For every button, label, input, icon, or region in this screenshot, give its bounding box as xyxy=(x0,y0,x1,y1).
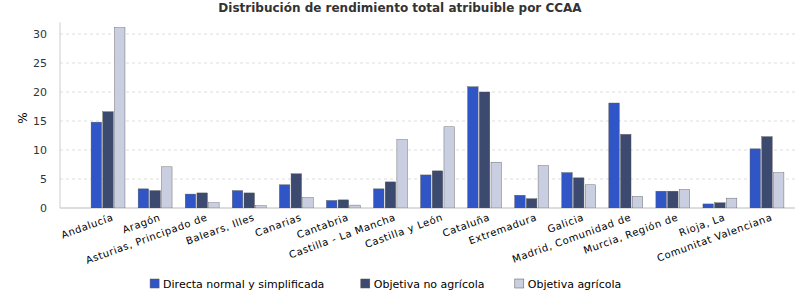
bar xyxy=(232,191,243,208)
legend-swatch xyxy=(150,279,159,288)
bar xyxy=(621,134,632,208)
legend-swatch xyxy=(515,279,524,288)
legend-swatch xyxy=(361,279,370,288)
y-tick-label: 30 xyxy=(33,28,47,41)
bar xyxy=(773,173,784,208)
y-tick-label: 10 xyxy=(33,144,47,157)
grid-line xyxy=(60,121,795,122)
y-tick-label: 0 xyxy=(40,202,47,215)
bar xyxy=(138,189,149,208)
y-label: % xyxy=(16,112,30,123)
bar xyxy=(150,191,161,208)
bar xyxy=(679,189,690,208)
grid-line xyxy=(60,92,795,93)
bar xyxy=(209,203,220,208)
bar xyxy=(656,191,667,208)
bar xyxy=(703,204,714,208)
bar xyxy=(291,174,302,208)
y-axis xyxy=(60,22,61,208)
x-tick-label: Comunitat Valenciana xyxy=(655,212,773,264)
legend: Directa normal y simplificada Objetiva no… xyxy=(150,278,621,291)
bar xyxy=(715,203,726,208)
bar xyxy=(573,178,584,208)
grid-line xyxy=(60,150,795,151)
bar xyxy=(279,185,290,208)
bar xyxy=(114,28,125,208)
chart: Distribución de rendimiento total atribu… xyxy=(0,0,800,300)
y-tick-label: 5 xyxy=(40,173,47,186)
bar xyxy=(350,205,361,208)
bar xyxy=(726,198,737,208)
bar xyxy=(385,182,396,208)
legend-label: Directa normal y simplificada xyxy=(163,278,324,291)
bar xyxy=(444,127,455,208)
bar xyxy=(515,195,526,208)
bar xyxy=(750,149,761,208)
bar xyxy=(373,189,384,208)
bar xyxy=(562,173,573,208)
bar xyxy=(103,112,114,208)
bar xyxy=(256,206,267,208)
bar xyxy=(91,122,102,208)
x-tick-label: Andalucía xyxy=(60,212,115,241)
y-tick-label: 25 xyxy=(33,57,47,70)
bar xyxy=(162,167,173,208)
bar xyxy=(432,171,443,208)
grid-line xyxy=(60,63,795,64)
x-tick-label: Castilla y León xyxy=(363,212,444,250)
bar xyxy=(468,87,479,208)
x-tick-label: Balears, Illes xyxy=(184,212,255,247)
bar xyxy=(585,185,596,208)
bars xyxy=(91,28,784,208)
bar xyxy=(326,200,337,208)
bar xyxy=(421,175,432,208)
bar xyxy=(303,198,314,208)
y-tick-label: 15 xyxy=(33,115,47,128)
legend-label: Objetiva agrícola xyxy=(528,278,621,291)
bar xyxy=(668,191,679,208)
bar xyxy=(609,103,620,208)
grid-line xyxy=(60,34,795,35)
bar xyxy=(762,137,773,208)
y-tick-label: 20 xyxy=(33,86,47,99)
x-tick-label: Extremadura xyxy=(467,212,538,247)
x-tick-label: Canarias xyxy=(254,212,303,239)
bar xyxy=(244,193,255,208)
bar xyxy=(197,193,208,208)
bar xyxy=(185,194,196,208)
bar xyxy=(526,199,537,208)
bar xyxy=(538,166,549,208)
bar xyxy=(491,162,502,208)
legend-label: Objetiva no agrícola xyxy=(374,278,485,291)
bar xyxy=(338,200,349,208)
title: Distribución de rendimiento total atribu… xyxy=(218,1,582,15)
bar xyxy=(397,140,408,208)
bar xyxy=(479,92,490,208)
bar xyxy=(632,196,643,208)
